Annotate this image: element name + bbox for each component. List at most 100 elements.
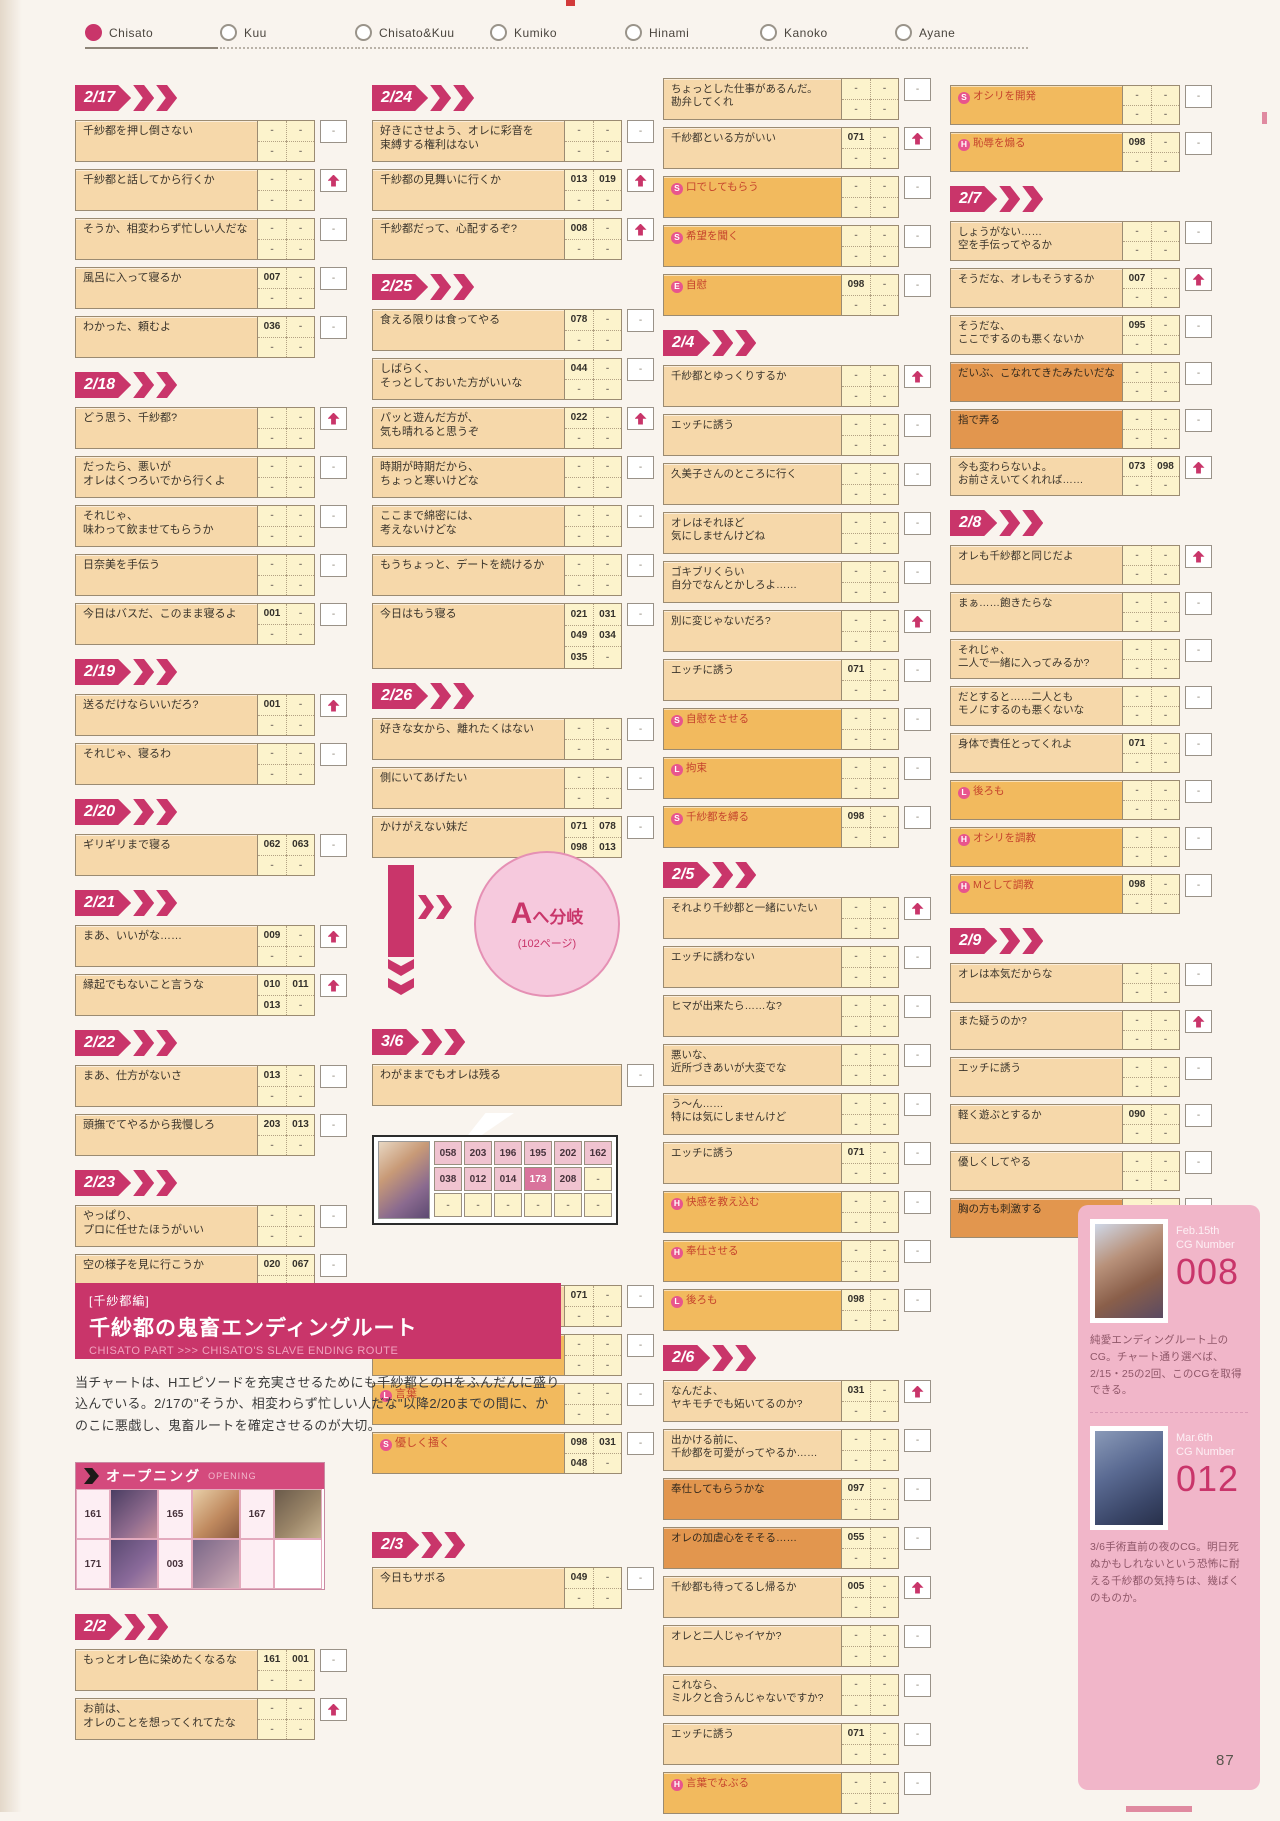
flag-cell: -	[1185, 1057, 1212, 1080]
up-arrow-icon	[327, 930, 340, 943]
cg-number: 012	[1176, 1458, 1240, 1500]
tab-chisato-kuu: Chisato&Kuu	[355, 24, 488, 49]
flag-cell: -	[904, 414, 931, 437]
num-cell: -	[1151, 104, 1179, 124]
flag-cell: -	[320, 743, 347, 766]
num-cell: 001	[263, 608, 281, 620]
num-cell: -	[1151, 564, 1179, 584]
type-letter-badge: S	[671, 812, 683, 825]
num-cell: 021	[570, 608, 588, 620]
choice-box: そうだな、 ここでするのも悪くないか 095- - -	[950, 315, 1180, 355]
choice-row: そうだな、オレもそうするか 007- - -	[950, 268, 1212, 308]
num-cell: -	[1151, 964, 1179, 983]
num-cell: -	[286, 1066, 314, 1086]
type-letter-badge: E	[671, 280, 683, 293]
choice-box: まあ、いいがな…… 009- - -	[75, 925, 315, 967]
num-cell: 203	[263, 1119, 281, 1131]
num-cell: -	[286, 994, 314, 1015]
choice-label: 日奈美を手伝う	[83, 559, 160, 571]
choice-label: S 口でしてもらう	[664, 177, 841, 217]
choice-box: それじゃ、寝るわ - - - -	[75, 743, 315, 785]
choice-label: 千紗都だって、心配するぞ?	[380, 223, 518, 235]
tab-label: Chisato&Kuu	[379, 25, 455, 40]
num-cell: -	[1151, 287, 1179, 307]
chevron-icon	[430, 274, 452, 300]
num-cell: -	[258, 287, 286, 309]
num-cell: -	[593, 378, 621, 399]
cg-number-grid: 021 031 049 034 035-	[564, 604, 621, 668]
cg-number-grid: 098- - -	[841, 807, 898, 847]
flag-cell: -	[904, 1723, 931, 1746]
choice-row: 千紗都と話してから行くか - - - -	[75, 169, 347, 211]
date-label: 2/21	[75, 890, 131, 916]
choice-row: わがままでもオレは残る -	[372, 1064, 654, 1106]
num-cell: -	[1151, 334, 1179, 354]
choice-box: それより千紗都と一緒にいたい - - - -	[663, 897, 899, 939]
choice-row: もうちょっと、デートを続けるか - - - - -	[372, 554, 654, 596]
up-arrow-icon	[327, 174, 340, 187]
num-cell: -	[870, 1064, 898, 1085]
num-cell: -	[286, 506, 314, 526]
choice-label: S 千紗都を縛る	[664, 807, 841, 847]
num-cell: 035	[565, 646, 593, 668]
type-letter-badge: S	[671, 182, 683, 195]
num-cell: -	[870, 728, 898, 749]
num-cell: -	[870, 996, 898, 1016]
up-arrow-icon	[1192, 1015, 1205, 1028]
num-cell: -	[1151, 875, 1179, 894]
choice-row: 千紗都も待ってるし帰るか 005- - -	[663, 1576, 931, 1618]
choice-label: L 後ろも	[664, 1290, 841, 1330]
num-cell: -	[286, 714, 314, 735]
cg-number-grid: 095- - -	[1122, 316, 1179, 354]
cg-table-cell: -	[434, 1193, 462, 1217]
choice-row: H 快感を教え込む - - - - -	[663, 1191, 931, 1233]
radio-circle-icon	[85, 24, 102, 41]
choice-label: 好きにさせよう、オレに彩音を 束縛する権利はない	[380, 125, 534, 151]
num-cell: -	[842, 966, 870, 988]
flag-cell: -	[627, 718, 654, 741]
choice-row: 千紗都だって、心配するぞ? 008- - -	[372, 218, 654, 260]
num-cell: -	[870, 826, 898, 847]
num-cell: -	[270, 461, 274, 473]
num-cell: -	[1151, 658, 1179, 678]
num-cell: -	[593, 140, 621, 161]
type-letter-badge: L	[671, 763, 683, 776]
type-letter-badge: S	[671, 231, 683, 244]
num-cell: -	[1151, 240, 1179, 260]
num-cell: -	[577, 1388, 581, 1400]
num-cell: -	[1151, 269, 1179, 288]
radio-circle-icon	[895, 24, 912, 41]
choice-box: 悪いな、 近所づきあいが大変でな - - - -	[663, 1044, 899, 1086]
choice-row: しばらく、 そっとしておいた方がいいな 044- - - -	[372, 358, 654, 400]
num-cell: -	[854, 1196, 858, 1208]
choice-label: オレの加虐心をそそる……	[671, 1532, 797, 1544]
num-cell: -	[1135, 89, 1139, 101]
flag-cell	[904, 610, 931, 633]
num-cell: -	[565, 427, 593, 449]
cg-number-grid: ----	[257, 457, 314, 497]
flag-cell	[1185, 545, 1212, 568]
num-cell: -	[286, 287, 314, 308]
choice-label: 縁起でもないこと言うな	[83, 979, 204, 991]
cg-table-grid: 058 203 196 195 202 162 038 012 014 173 208- - - - - - -	[434, 1141, 612, 1219]
choice-label: わかった、頼むよ	[83, 321, 171, 333]
cg-highlight-panel: Feb.15th CG Number 008 純愛エンディングルート上のCG。チ…	[1078, 1205, 1260, 1790]
num-cell: -	[286, 763, 314, 784]
choice-label: 優しくしてやる	[958, 1156, 1032, 1168]
num-cell: -	[593, 329, 621, 350]
date-header: 2/23	[75, 1170, 347, 1196]
choice-row: また疑うのか? - - - -	[950, 1010, 1212, 1050]
date-label: 3/6	[372, 1029, 419, 1055]
num-cell: -	[842, 1309, 870, 1331]
choice-row: エッチに誘う - - - - -	[950, 1057, 1212, 1097]
radio-circle-icon	[625, 24, 642, 41]
num-cell: -	[1151, 781, 1179, 800]
choice-row: だいぶ、こなれてきたみたいだな - - - - -	[950, 362, 1212, 402]
choice-label: ここまで綿密には、 考えないけどな	[380, 510, 479, 536]
num-cell: -	[258, 525, 286, 547]
choice-label: これなら、 ミルクと合うんじゃないですか?	[671, 1679, 824, 1704]
num-cell: -	[870, 1449, 898, 1470]
choice-row: もっとオレ色に染めたくなるな 161 001- - -	[75, 1649, 347, 1691]
choice-label: だとすると……二人とも モノにするのも悪くないな	[958, 691, 1085, 716]
num-cell: 071	[847, 132, 865, 144]
